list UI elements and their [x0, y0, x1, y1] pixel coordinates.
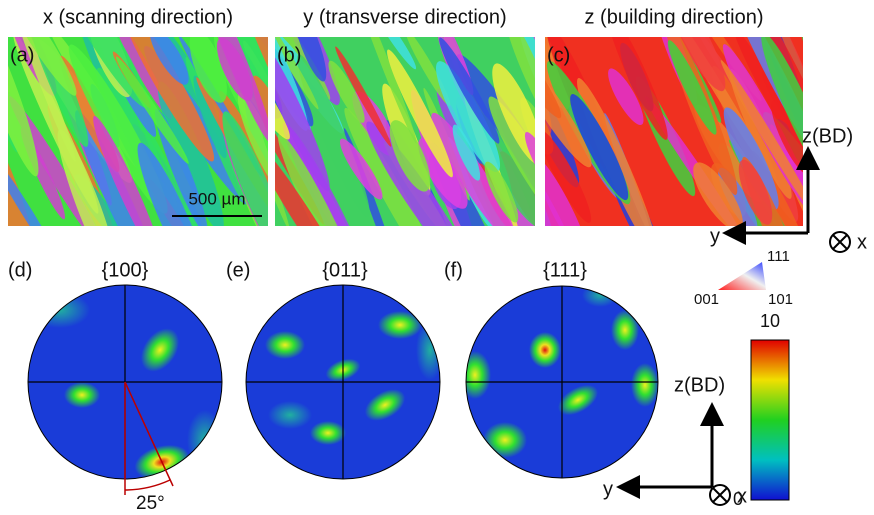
- panel-label: (b): [277, 44, 301, 66]
- panel-label: (e): [226, 259, 250, 281]
- pole-figure-f: [459, 283, 659, 478]
- panel-label: (c): [547, 44, 570, 66]
- axis-label: y: [710, 225, 720, 247]
- colorbar-label: 10: [760, 311, 780, 331]
- out-of-plane-symbol: [713, 488, 727, 502]
- axis-label: x: [737, 485, 747, 507]
- out-of-plane-symbol: [833, 235, 847, 249]
- pole-figure-e: [246, 285, 444, 479]
- axis-label: z(BD): [802, 125, 853, 147]
- pole-figure-title: {011}: [322, 259, 368, 281]
- pole-figure-d: [28, 285, 223, 495]
- ipf-label: 101: [768, 291, 793, 308]
- ipf-label: 111: [767, 248, 790, 265]
- axis-label: x: [857, 231, 867, 253]
- pole-figure-title: {100}: [102, 259, 149, 281]
- panel-label: (a): [10, 44, 34, 66]
- scale-bar-label: 500 µm: [188, 189, 245, 208]
- grain: [795, 26, 860, 124]
- axis-label: y: [603, 478, 613, 500]
- pole-figure-title: {111}: [543, 259, 587, 281]
- map-title: z (building direction): [585, 6, 764, 28]
- map-title: y (transverse direction): [303, 6, 506, 28]
- grain: [0, 163, 4, 260]
- figure: x (scanning direction) y (transverse dir…: [0, 0, 874, 515]
- panel-label: (f): [444, 259, 463, 281]
- panel-label: (d): [8, 259, 32, 281]
- axis-label: z(BD): [674, 374, 725, 396]
- ipf-label: 001: [694, 291, 719, 308]
- colorbar: [751, 340, 789, 500]
- angle-label: 25°: [136, 493, 165, 514]
- ipf-triangle: [718, 262, 766, 290]
- grain: [804, 47, 849, 104]
- map-title: x (scanning direction): [43, 6, 233, 28]
